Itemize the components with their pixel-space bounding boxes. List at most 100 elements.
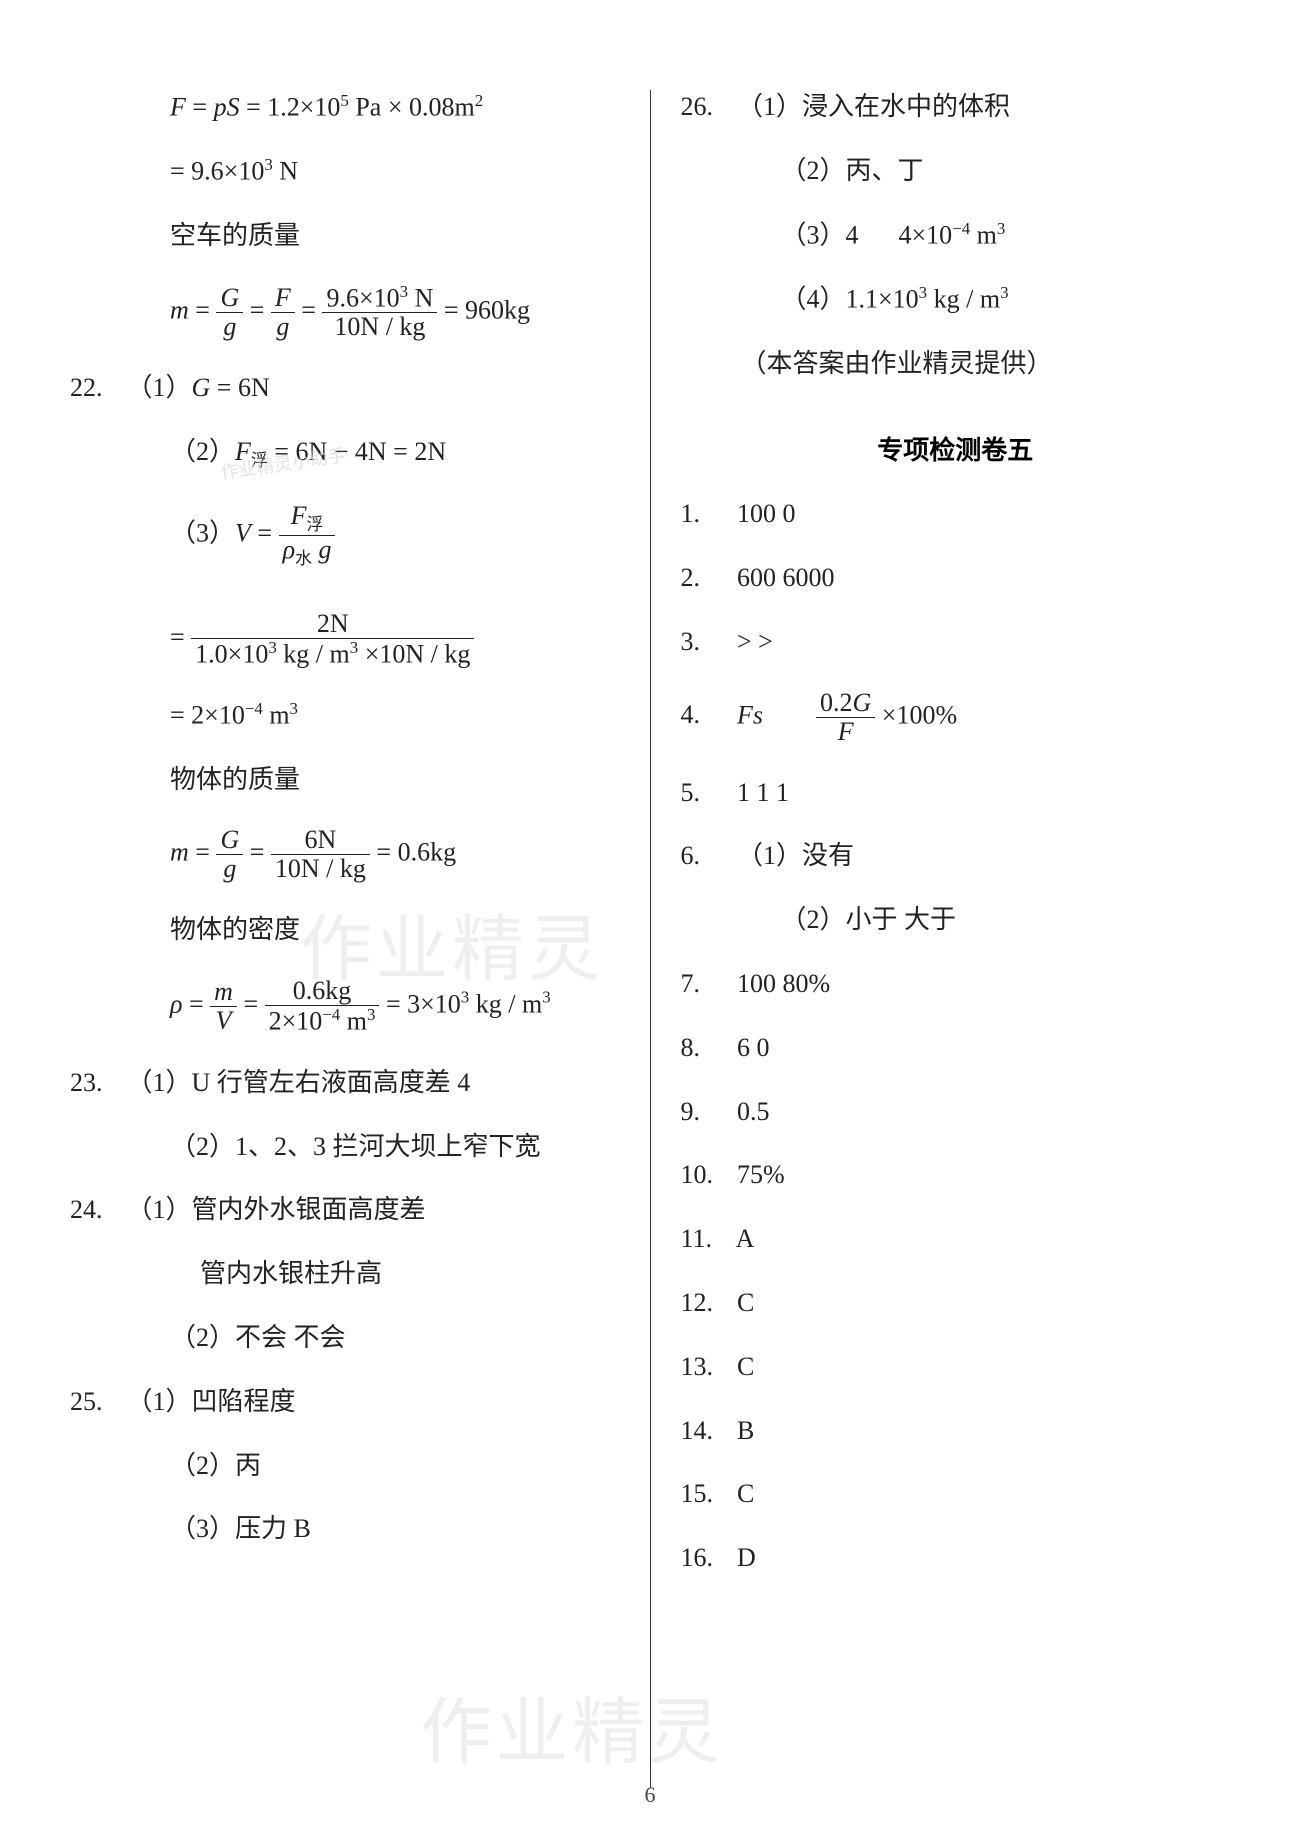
equation-result: = 0.6kg	[376, 838, 456, 867]
answer-text: 100 80%	[737, 969, 830, 998]
frac-numerator: 0.2G	[816, 689, 875, 718]
question-number: 1.	[681, 497, 731, 531]
answer-row: 15. C	[681, 1477, 1231, 1511]
answer-row: 16. D	[681, 1541, 1231, 1575]
frac-denominator: V	[210, 1007, 237, 1035]
text-line: 物体的密度	[70, 913, 620, 947]
question-23: 23. （1）U 行管左右液面高度差 4	[70, 1066, 620, 1100]
text-line: 物体的质量	[70, 763, 620, 797]
frac-denominator: 1.0×103 kg / m3 ×10N / kg	[191, 639, 474, 669]
frac-numerator: F	[271, 284, 295, 313]
answer-text: C	[737, 1352, 754, 1381]
frac-denominator: g	[216, 855, 243, 883]
question-number: 24.	[70, 1193, 120, 1227]
answer-line: （2）丙、丁	[681, 154, 1231, 188]
answer-text: > >	[737, 627, 773, 656]
answer-row: 2. 600 6000	[681, 561, 1231, 595]
answer-row: 10. 75%	[681, 1158, 1231, 1192]
right-column: 26. （1）浸入在水中的体积 （2）丙、丁 （3）44×10−4 m3 （4）…	[650, 90, 1231, 1788]
answer-row: 1. 100 0	[681, 497, 1231, 531]
answer-text: （1）浸入在水中的体积	[737, 92, 1010, 121]
answer-line: 管内水银柱升高	[70, 1257, 620, 1291]
answer-line: （2）F浮 = 6N − 4N = 2N	[70, 435, 620, 472]
answer-line: （2）丙	[70, 1449, 620, 1483]
frac-numerator: G	[216, 826, 243, 855]
answer-text: 6 0	[737, 1033, 770, 1062]
left-column: F = pS = 1.2×105 Pa × 0.08m2 = 9.6×103 N…	[70, 90, 650, 1788]
equation-line: m = Gg = 6N10N / kg = 0.6kg	[70, 826, 620, 883]
equation-line: = 2×10−4 m3	[70, 698, 620, 732]
answer-text: 100 0	[737, 499, 796, 528]
text-line: 空车的质量	[70, 219, 620, 253]
answer-text: （1）凹陷程度	[127, 1387, 296, 1416]
answer-row: 9. 0.5	[681, 1095, 1231, 1129]
page-container: F = pS = 1.2×105 Pa × 0.08m2 = 9.6×103 N…	[70, 90, 1230, 1788]
answer-text: （1）管内外水银面高度差	[127, 1195, 426, 1224]
frac-denominator: g	[271, 313, 295, 341]
frac-denominator: g	[216, 313, 243, 341]
answer-text: Fs	[737, 700, 763, 729]
question-number: 10.	[681, 1158, 731, 1192]
answer-text: D	[737, 1543, 756, 1572]
question-22: 22. （1）G = 6N	[70, 371, 620, 405]
answer-line: （2）小于 大于	[681, 903, 1231, 937]
question-number: 2.	[681, 561, 731, 595]
frac-numerator: 6N	[271, 826, 370, 855]
frac-numerator: G	[216, 284, 243, 313]
section-title: 专项检测卷五	[681, 430, 1231, 467]
question-number: 14.	[681, 1414, 731, 1448]
answer-line: （3）44×10−4 m3	[681, 218, 1231, 252]
answer-text: 600 6000	[737, 563, 835, 592]
frac-denominator: 10N / kg	[322, 313, 437, 341]
question-number: 4.	[681, 698, 731, 732]
answer-row: 4. Fs 0.2GF ×100%	[681, 689, 1231, 746]
answer-row: 7. 100 80%	[681, 967, 1231, 1001]
equation-line: ρ = mV = 0.6kg2×10−4 m3 = 3×103 kg / m3	[70, 977, 620, 1036]
page-number: 6	[645, 1782, 656, 1808]
question-number: 7.	[681, 967, 731, 1001]
answer-text: 1 1 1	[737, 778, 789, 807]
answer-line: （2）不会 不会	[70, 1321, 620, 1355]
answer-row: 14. B	[681, 1414, 1231, 1448]
question-number: 15.	[681, 1477, 731, 1511]
answer-row: 11. A	[681, 1222, 1231, 1256]
answer-line: （3）压力 B	[70, 1512, 620, 1546]
answer-row: 5. 1 1 1	[681, 776, 1231, 810]
question-number: 13.	[681, 1350, 731, 1384]
answer-line: （3）V = F浮ρ水 g	[70, 502, 620, 569]
question-26: 26. （1）浸入在水中的体积	[681, 90, 1231, 124]
answer-row: 6. （1）没有	[681, 839, 1231, 873]
question-number: 3.	[681, 625, 731, 659]
answer-text: C	[737, 1288, 754, 1317]
equation-line: = 2N1.0×103 kg / m3 ×10N / kg	[70, 610, 620, 669]
answer-row: 8. 6 0	[681, 1031, 1231, 1065]
answer-row: 3. > >	[681, 625, 1231, 659]
question-25: 25. （1）凹陷程度	[70, 1385, 620, 1419]
answer-line: （2）1、2、3 拦河大坝上窄下宽	[70, 1130, 620, 1164]
frac-numerator: 9.6×103 N	[322, 283, 437, 314]
frac-denominator: ρ水 g	[279, 536, 336, 569]
question-number: 9.	[681, 1095, 731, 1129]
answer-text: ×100%	[882, 700, 957, 729]
answer-text: 0.5	[737, 1097, 770, 1126]
question-number: 26.	[681, 90, 731, 124]
question-number: 22.	[70, 371, 120, 405]
equation-result: = 960kg	[444, 295, 530, 324]
provider-note: （本答案由作业精灵提供）	[681, 347, 1231, 381]
question-number: 8.	[681, 1031, 731, 1065]
question-number: 6.	[681, 839, 731, 873]
answer-line: （4）1.1×103 kg / m3	[681, 282, 1231, 316]
question-number: 11.	[681, 1222, 731, 1256]
frac-denominator: F	[816, 718, 875, 746]
question-number: 16.	[681, 1541, 731, 1575]
frac-numerator: m	[210, 978, 237, 1007]
answer-text: A	[736, 1224, 755, 1253]
answer-text: B	[737, 1416, 754, 1445]
answer-text: 75%	[737, 1160, 785, 1189]
answer-row: 12. C	[681, 1286, 1231, 1320]
frac-numerator: 2N	[191, 610, 474, 639]
question-24: 24. （1）管内外水银面高度差	[70, 1193, 620, 1227]
answer-text: （1）U 行管左右液面高度差 4	[127, 1068, 471, 1097]
question-number: 25.	[70, 1385, 120, 1419]
answer-row: 13. C	[681, 1350, 1231, 1384]
